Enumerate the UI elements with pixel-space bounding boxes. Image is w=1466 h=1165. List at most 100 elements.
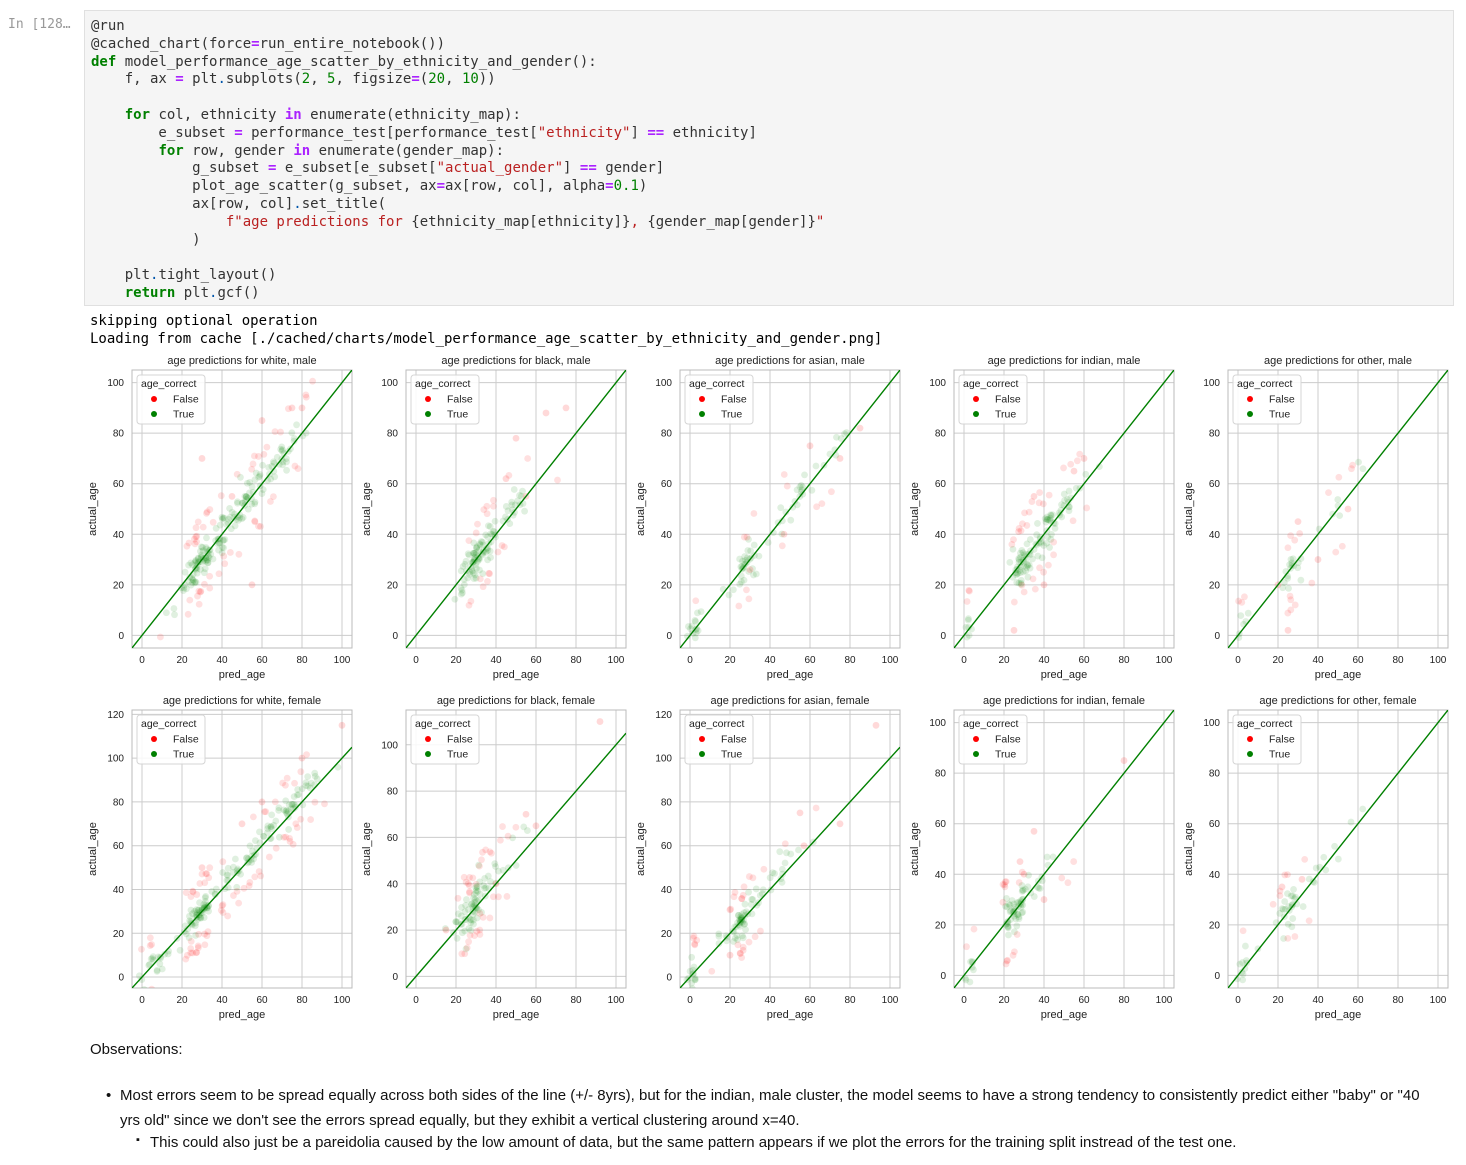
- point-correct: [1043, 853, 1051, 861]
- plot-frame: [953, 709, 1175, 989]
- point-incorrect: [148, 985, 155, 988]
- point-correct: [748, 910, 756, 918]
- point-correct: [465, 914, 472, 921]
- point-correct: [273, 453, 281, 461]
- data-points: [1228, 710, 1448, 988]
- y-tick-label: 0: [1214, 971, 1220, 982]
- code-editor[interactable]: @run @cached_chart(force=run_entire_note…: [91, 18, 824, 303]
- y-tick-label: 60: [113, 841, 125, 852]
- subplot-title: age predictions for indian, male: [988, 355, 1141, 367]
- point-incorrect: [1001, 881, 1008, 889]
- point-incorrect: [479, 583, 487, 591]
- point-correct: [459, 563, 467, 570]
- code-token: =: [411, 71, 420, 88]
- point-correct: [220, 544, 227, 552]
- point-correct: [506, 520, 514, 528]
- point-correct: [793, 486, 801, 494]
- code-token: ,: [310, 71, 328, 88]
- point-incorrect: [283, 774, 291, 782]
- point-incorrect: [479, 848, 486, 856]
- point-incorrect: [461, 950, 469, 958]
- point-incorrect: [1016, 858, 1024, 866]
- point-correct: [777, 875, 785, 883]
- y-tick-label: 40: [935, 530, 947, 541]
- point-incorrect: [478, 856, 485, 864]
- point-correct: [188, 561, 196, 569]
- point-correct: [194, 554, 202, 562]
- point-correct: [197, 914, 205, 922]
- point-correct: [1237, 612, 1245, 620]
- x-tick-label: 100: [608, 655, 625, 666]
- point-correct: [1019, 895, 1027, 903]
- point-correct: [472, 889, 480, 897]
- legend-marker-true: [425, 411, 431, 417]
- point-correct: [1013, 899, 1021, 906]
- point-incorrect: [462, 878, 470, 886]
- x-axis-label: pred_age: [219, 669, 266, 681]
- x-tick-label: 60: [530, 655, 542, 666]
- point-correct: [275, 806, 283, 814]
- point-correct: [1299, 903, 1307, 910]
- point-correct: [275, 460, 283, 468]
- point-incorrect: [1276, 892, 1284, 900]
- point-correct: [476, 541, 484, 549]
- point-incorrect: [191, 540, 199, 548]
- point-correct: [226, 504, 233, 512]
- point-correct: [739, 934, 747, 942]
- point-incorrect: [204, 928, 212, 936]
- point-correct: [464, 550, 472, 558]
- point-incorrect: [691, 941, 699, 949]
- point-correct: [302, 779, 310, 787]
- point-correct: [734, 936, 741, 944]
- legend: age_correct False True: [1232, 374, 1302, 425]
- plot-frame: [679, 709, 901, 989]
- point-correct: [1043, 539, 1051, 547]
- point-correct: [783, 849, 790, 857]
- point-incorrect: [1308, 579, 1316, 587]
- point-correct: [479, 541, 487, 549]
- identity-line: [954, 370, 1174, 648]
- point-incorrect: [248, 581, 256, 589]
- code-cell[interactable]: @run @cached_chart(force=run_entire_note…: [84, 10, 1454, 306]
- point-correct: [1023, 550, 1030, 558]
- x-tick-label: 60: [256, 995, 268, 1006]
- point-correct: [244, 505, 252, 513]
- x-tick-label: 40: [216, 995, 228, 1006]
- plot-frame: [131, 709, 353, 989]
- point-incorrect: [233, 470, 241, 478]
- point-correct: [267, 823, 275, 831]
- point-incorrect: [184, 610, 192, 618]
- point-correct: [509, 834, 516, 842]
- point-incorrect: [780, 530, 788, 538]
- legend-entry: False: [1269, 734, 1295, 746]
- point-correct: [766, 874, 774, 882]
- y-tick-label: 120: [107, 710, 124, 721]
- point-incorrect: [1002, 878, 1010, 886]
- point-incorrect: [472, 880, 480, 888]
- point-correct: [508, 498, 516, 506]
- y-tick-label: 100: [655, 754, 672, 765]
- point-correct: [149, 953, 157, 960]
- point-correct: [285, 826, 293, 833]
- point-correct: [1322, 866, 1330, 874]
- y-tick-label: 20: [661, 929, 673, 940]
- y-tick-label: 60: [113, 479, 125, 490]
- x-tick-label: 40: [490, 655, 502, 666]
- code-token: ]: [630, 124, 648, 141]
- point-correct: [482, 884, 490, 892]
- point-incorrect: [193, 538, 200, 546]
- point-incorrect: [745, 595, 753, 603]
- point-incorrect: [187, 945, 195, 952]
- point-correct: [1018, 882, 1026, 889]
- point-incorrect: [524, 455, 532, 462]
- point-correct: [1015, 555, 1023, 562]
- x-tick-label: 20: [1272, 995, 1284, 1006]
- point-correct: [252, 837, 259, 844]
- point-correct: [1015, 556, 1023, 564]
- x-tick-label: 20: [1272, 655, 1284, 666]
- point-correct: [302, 429, 310, 437]
- point-correct: [1027, 889, 1035, 897]
- x-tick-label: 60: [804, 995, 816, 1006]
- code-token: f, ax: [91, 71, 176, 88]
- point-correct: [277, 445, 285, 453]
